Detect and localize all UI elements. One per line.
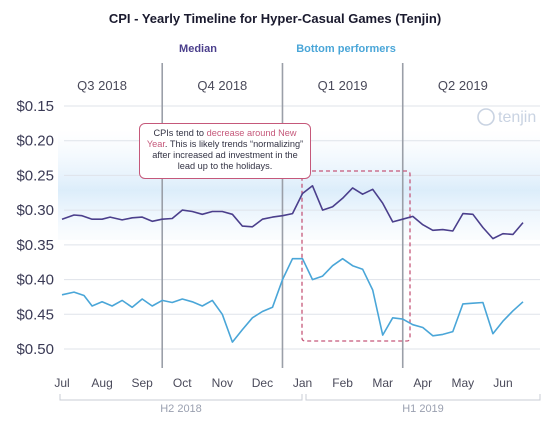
annotation-lead: CPIs tend to — [153, 128, 207, 138]
month-label: Apr — [413, 376, 432, 390]
annotation-callout: CPIs tend to decrease around New Year. T… — [139, 123, 311, 179]
month-label: Feb — [332, 376, 353, 390]
y-tick-label: $0.40 — [16, 272, 54, 289]
month-label: Sep — [131, 376, 153, 390]
quarter-label: Q4 2018 — [197, 78, 247, 93]
annotation-highlight: decrease around New Year — [146, 128, 297, 149]
y-tick-label: $0.25 — [16, 167, 54, 184]
series-line — [61, 257, 524, 343]
half-label-h1-2019: H1 2019 — [402, 403, 444, 415]
quarter-label: Q1 2019 — [318, 78, 368, 93]
month-label: Jun — [493, 376, 512, 390]
month-label: Mar — [372, 376, 393, 390]
month-label: Nov — [212, 376, 233, 390]
series-line — [61, 185, 524, 240]
half-label-h2-2018: H2 2018 — [160, 403, 202, 415]
month-label: Dec — [252, 376, 273, 390]
month-label: May — [452, 376, 475, 390]
quarter-labels: Q3 2018 Q4 2018 Q1 2019 Q2 2019 — [77, 78, 488, 93]
chart-title: CPI - Yearly Timeline for Hyper-Casual G… — [109, 11, 441, 26]
legend-median: Median — [179, 43, 217, 55]
tenjin-logo-icon — [477, 108, 495, 126]
month-labels: Jul Aug Sep Oct Nov Dec Jan Feb Mar Apr May Jun — [54, 376, 512, 390]
half-year-brackets — [59, 394, 541, 401]
y-axis-ticks: $0.15 $0.20 $0.25 $0.30 $0.35 $0.40 $0.45 $0.50 — [16, 98, 54, 358]
series-lines — [61, 185, 524, 343]
y-tick-label: $0.35 — [16, 237, 54, 254]
watermark-text: tenjin — [498, 109, 536, 126]
y-tick-label: $0.45 — [16, 306, 54, 323]
y-tick-label: $0.50 — [16, 341, 54, 358]
y-tick-label: $0.15 — [16, 98, 54, 115]
month-label: Oct — [173, 376, 192, 390]
quarter-label: Q2 2019 — [438, 78, 488, 93]
month-label: Jul — [54, 376, 69, 390]
month-label: Jan — [293, 376, 312, 390]
y-tick-label: $0.20 — [16, 133, 54, 150]
month-label: Aug — [91, 376, 112, 390]
annotation-rest: . This is likely trends “normalizing” af… — [152, 139, 304, 171]
new-year-highlight-box — [301, 170, 411, 342]
watermark: tenjin — [477, 108, 536, 126]
legend-bottom-performers: Bottom performers — [296, 43, 396, 55]
quarter-label: Q3 2018 — [77, 78, 127, 93]
y-tick-label: $0.30 — [16, 202, 54, 219]
